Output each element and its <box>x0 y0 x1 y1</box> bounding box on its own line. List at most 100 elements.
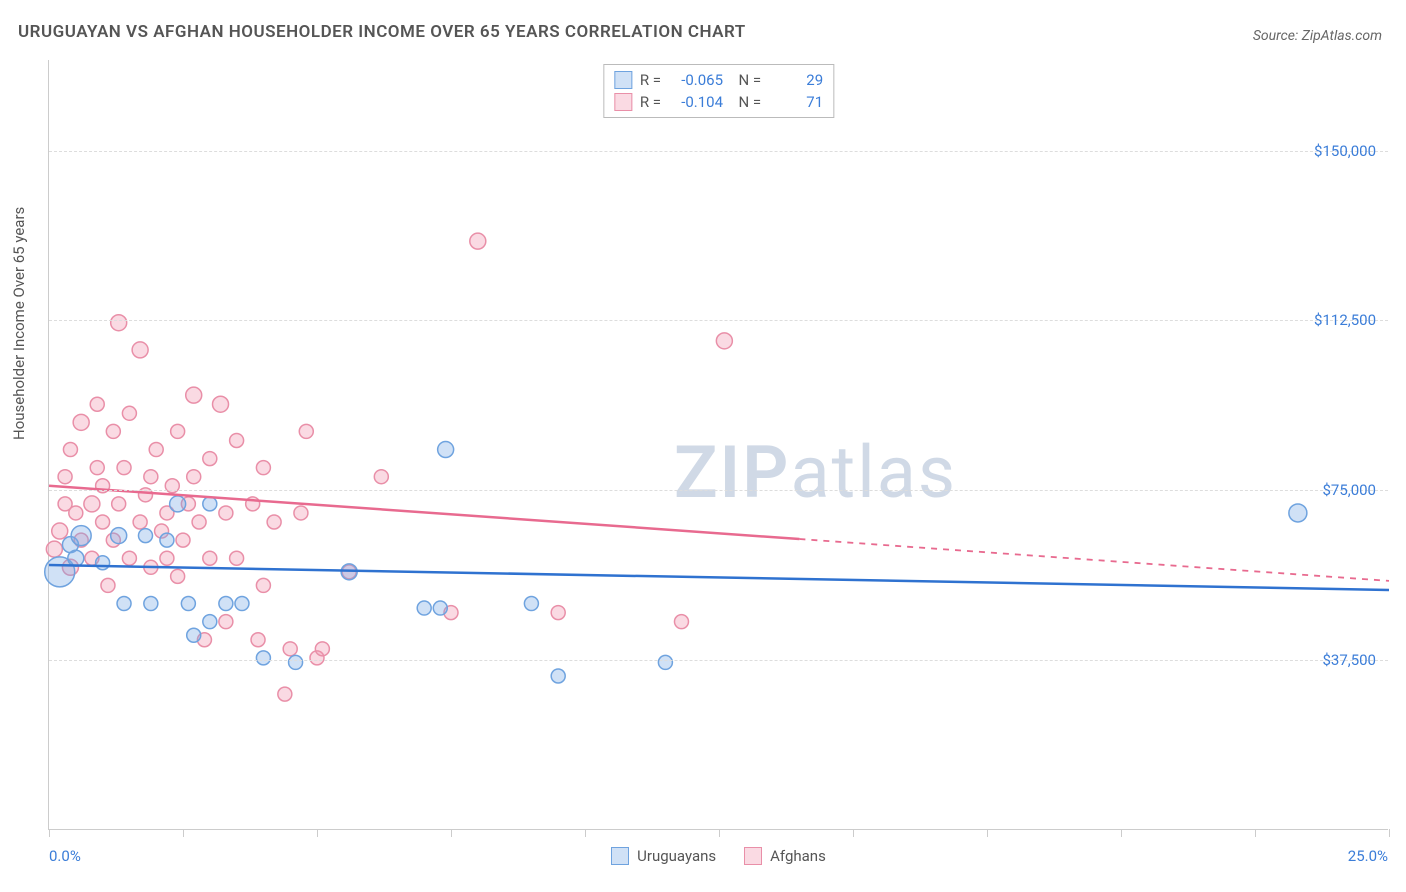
scatter-point <box>101 578 115 592</box>
scatter-point <box>716 333 732 349</box>
scatter-point <box>73 414 89 430</box>
scatter-point <box>374 470 388 484</box>
scatter-point <box>90 397 104 411</box>
scatter-point <box>299 424 313 438</box>
scatter-point <box>674 615 688 629</box>
scatter-point <box>219 597 233 611</box>
grid-line <box>49 490 1388 491</box>
grid-line <box>49 660 1388 661</box>
scatter-point <box>251 633 265 647</box>
scatter-point <box>230 433 244 447</box>
scatter-point <box>219 506 233 520</box>
scatter-point <box>1289 504 1307 522</box>
scatter-point <box>235 597 249 611</box>
legend-r-value-uruguayans: -0.065 <box>669 71 723 89</box>
swatch-uruguayans-icon <box>611 847 629 865</box>
y-tick-label: $150,000 <box>1314 142 1376 160</box>
scatter-point <box>106 424 120 438</box>
legend-label-afghans: Afghans <box>770 847 826 865</box>
y-tick-label: $37,500 <box>1322 651 1376 669</box>
scatter-point <box>138 529 152 543</box>
x-tick <box>183 829 184 837</box>
scatter-point <box>283 642 297 656</box>
x-tick <box>719 829 720 837</box>
legend-n-value-uruguayans: 29 <box>769 71 823 89</box>
scatter-point <box>267 515 281 529</box>
source-attribution: Source: ZipAtlas.com <box>1253 28 1382 44</box>
x-tick <box>987 829 988 837</box>
scatter-point <box>256 578 270 592</box>
scatter-point <box>203 452 217 466</box>
scatter-point <box>84 496 100 512</box>
y-axis-label: Householder Income Over 65 years <box>10 207 28 440</box>
x-tick <box>49 829 50 837</box>
legend-n-label: N = <box>731 93 761 111</box>
scatter-point <box>117 597 131 611</box>
x-max-label: 25.0% <box>1348 847 1388 865</box>
scatter-point <box>63 443 77 457</box>
swatch-afghans-icon <box>614 93 632 111</box>
trend-line <box>49 565 1389 590</box>
scatter-point <box>433 601 447 615</box>
scatter-point <box>96 515 110 529</box>
plot-area: ZIPatlas R = -0.065 N = 29 R = -0.104 N … <box>48 60 1388 830</box>
scatter-point <box>132 342 148 358</box>
scatter-point <box>438 442 454 458</box>
swatch-afghans-icon <box>744 847 762 865</box>
scatter-point <box>187 628 201 642</box>
scatter-point <box>213 396 229 412</box>
legend-r-label: R = <box>640 71 661 89</box>
grid-line <box>49 320 1388 321</box>
scatter-point <box>256 461 270 475</box>
scatter-point <box>96 556 110 570</box>
scatter-point <box>144 597 158 611</box>
legend-stats-row-uruguayans: R = -0.065 N = 29 <box>614 69 823 91</box>
scatter-point <box>289 655 303 669</box>
x-tick <box>1389 829 1390 837</box>
scatter-point <box>315 642 329 656</box>
scatter-point <box>203 497 217 511</box>
legend-series: Uruguayans Afghans <box>49 847 1388 865</box>
scatter-point <box>171 424 185 438</box>
scatter-point <box>551 669 565 683</box>
scatter-point <box>69 506 83 520</box>
scatter-point <box>52 523 68 539</box>
x-tick <box>585 829 586 837</box>
scatter-point <box>111 528 127 544</box>
legend-item-afghans: Afghans <box>744 847 826 865</box>
scatter-point <box>219 615 233 629</box>
scatter-point <box>230 551 244 565</box>
chart-title: URUGUAYAN VS AFGHAN HOUSEHOLDER INCOME O… <box>18 22 746 42</box>
scatter-point <box>192 515 206 529</box>
scatter-point <box>658 655 672 669</box>
scatter-point <box>524 597 538 611</box>
scatter-point <box>551 606 565 620</box>
x-tick <box>1255 829 1256 837</box>
scatter-point <box>203 551 217 565</box>
scatter-point <box>144 470 158 484</box>
x-tick <box>317 829 318 837</box>
scatter-point <box>160 551 174 565</box>
scatter-point <box>181 597 195 611</box>
scatter-point <box>117 461 131 475</box>
legend-item-uruguayans: Uruguayans <box>611 847 716 865</box>
scatter-point <box>187 470 201 484</box>
legend-r-value-afghans: -0.104 <box>669 93 723 111</box>
scatter-point <box>278 687 292 701</box>
scatter-point <box>133 515 147 529</box>
scatter-point <box>170 496 186 512</box>
legend-label-uruguayans: Uruguayans <box>637 847 716 865</box>
y-tick-label: $75,000 <box>1322 481 1376 499</box>
scatter-point <box>256 651 270 665</box>
legend-n-label: N = <box>731 71 761 89</box>
legend-stats: R = -0.065 N = 29 R = -0.104 N = 71 <box>603 64 834 118</box>
scatter-point <box>71 526 91 546</box>
x-tick <box>1121 829 1122 837</box>
plot-svg <box>49 60 1388 829</box>
legend-stats-row-afghans: R = -0.104 N = 71 <box>614 91 823 113</box>
scatter-point <box>470 233 486 249</box>
trend-line-extrapolated <box>799 539 1389 581</box>
x-min-label: 0.0% <box>49 847 81 865</box>
scatter-point <box>122 406 136 420</box>
x-tick <box>451 829 452 837</box>
